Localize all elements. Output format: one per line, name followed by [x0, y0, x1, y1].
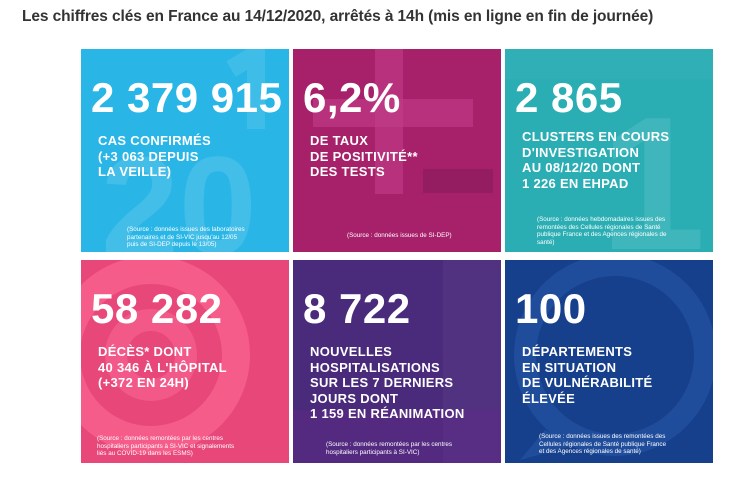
svg-text:1: 1 — [600, 78, 706, 252]
decorative-rings-graphic — [81, 260, 250, 454]
clusters-tile: 1 2 865 CLUSTERS EN COURS D'INVESTIGATIO… — [505, 49, 713, 252]
page-title: Les chiffres clés en France au 14/12/202… — [22, 8, 654, 25]
departments-value: 100 — [515, 285, 587, 332]
departments-source: (Source : données issues des remontées d… — [539, 433, 667, 456]
deaths-source: (Source : données remontées par les cent… — [97, 435, 235, 458]
svg-text:20: 20 — [101, 127, 257, 252]
clusters-source: (Source : données hebdomadaires issues d… — [537, 216, 667, 246]
confirmed-cases-value: 2 379 915 — [91, 74, 283, 121]
decorative-shape-graphic — [293, 260, 501, 463]
positivity-rate-source: (Source : données issues de SI-DEP) — [347, 232, 452, 239]
deaths-value: 58 282 — [91, 285, 223, 332]
hospitalisations-value: 8 722 — [303, 285, 411, 332]
positivity-rate-value: 6,2% — [303, 74, 401, 121]
deaths-tile: 58 282 DÉCÈS* DONT 40 346 À L'HÔPITAL (+… — [81, 260, 289, 463]
positivity-rate-tile: 6,2% DE TAUX DE POSITIVITÉ** DES TESTS (… — [293, 49, 501, 252]
clusters-value: 2 865 — [515, 74, 623, 121]
positivity-rate-label: DE TAUX DE POSITIVITÉ** DES TESTS — [310, 133, 418, 179]
departments-label: DÉPARTEMENTS EN SITUATION DE VULNÉRABILI… — [522, 344, 653, 406]
confirmed-cases-tile: 20 2 379 915 CAS CONFIRMÉS (+3 063 DEPUI… — [81, 49, 289, 252]
hospitalisations-label: NOUVELLES HOSPITALISATIONS SUR LES 7 DER… — [310, 344, 465, 421]
hospitalisations-tile: 8 722 NOUVELLES HOSPITALISATIONS SUR LES… — [293, 260, 501, 463]
confirmed-cases-label: CAS CONFIRMÉS (+3 063 DEPUIS LA VEILLE) — [98, 133, 211, 179]
departments-tile: 100 DÉPARTEMENTS EN SITUATION DE VULNÉRA… — [505, 260, 713, 463]
decorative-bubble-graphic — [514, 260, 713, 460]
decorative-digit-graphic: 1 — [600, 78, 706, 252]
hospitalisations-source: (Source : données remontées par les cent… — [326, 441, 453, 456]
confirmed-cases-source: (Source : données issues des laboratoire… — [127, 226, 245, 249]
deaths-label: DÉCÈS* DONT 40 346 À L'HÔPITAL (+372 EN … — [98, 344, 227, 390]
clusters-label: CLUSTERS EN COURS D'INVESTIGATION AU 08/… — [522, 129, 670, 191]
decorative-plus-graphic — [313, 49, 493, 194]
decorative-digits-graphic: 20 — [101, 49, 265, 252]
